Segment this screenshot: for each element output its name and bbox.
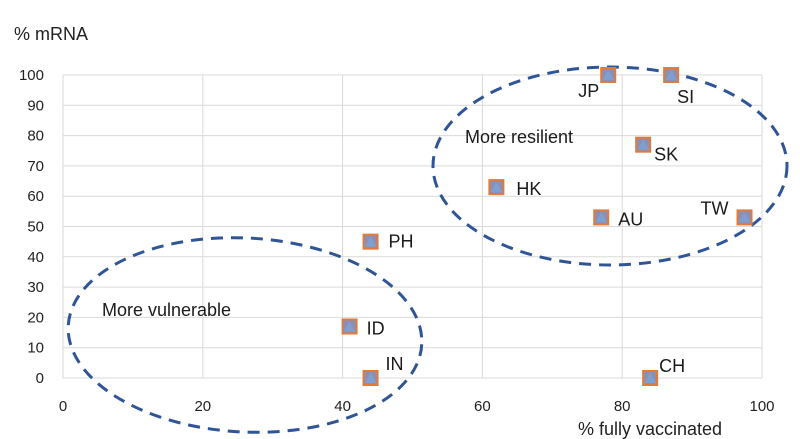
x-tick-0: 0 — [59, 398, 67, 415]
ellipse-vulnerable — [66, 236, 424, 434]
point-label-in: IN — [386, 354, 404, 374]
point-label-sk: SK — [654, 145, 678, 165]
point-triangle-id — [343, 321, 356, 332]
point-triangle-in — [364, 373, 377, 383]
grid-layer — [62, 74, 763, 379]
point-si — [663, 67, 680, 83]
point-label-au: AU — [618, 209, 643, 229]
point-label-id: ID — [367, 318, 385, 338]
point-triangle-hk — [490, 182, 503, 193]
x-tick-100: 100 — [749, 398, 774, 415]
point-au — [593, 209, 610, 226]
y-tick-90: 90 — [27, 97, 44, 114]
point-jp — [600, 67, 617, 83]
point-triangle-ph — [364, 236, 377, 247]
y-tick-40: 40 — [27, 249, 44, 266]
point-triangle-jp — [602, 70, 615, 80]
point-sk — [635, 136, 652, 153]
y-tick-20: 20 — [27, 309, 44, 326]
data-points — [341, 67, 753, 386]
x-tick-80: 80 — [614, 398, 631, 415]
y-tick-labels: 0 10 20 30 40 50 60 70 80 90 100 — [19, 67, 44, 387]
point-label-jp: JP — [578, 81, 599, 101]
x-tick-60: 60 — [474, 398, 491, 415]
y-tick-0: 0 — [36, 370, 44, 387]
point-triangle-si — [665, 70, 678, 80]
x-tick-20: 20 — [194, 398, 211, 415]
y-tick-50: 50 — [27, 219, 44, 236]
point-label-tw: TW — [701, 198, 729, 218]
annotation-resilient: More resilient — [465, 127, 573, 147]
point-label-hk: HK — [516, 179, 541, 199]
annotation-ellipses: More resilient More vulnerable — [66, 65, 789, 434]
y-tick-60: 60 — [27, 188, 44, 205]
x-tick-labels: 0 20 40 60 80 100 — [59, 398, 775, 415]
x-axis-title: % fully vaccinated — [578, 419, 722, 439]
point-label-ph: PH — [389, 232, 414, 252]
point-triangle-au — [595, 212, 608, 223]
point-label-ch: CH — [659, 356, 685, 376]
y-tick-70: 70 — [27, 158, 44, 175]
x-tick-40: 40 — [334, 398, 351, 415]
point-ph — [362, 233, 379, 250]
point-triangle-ch — [644, 373, 657, 383]
point-label-si: SI — [677, 87, 694, 107]
point-tw — [736, 209, 753, 226]
y-axis-title: % mRNA — [14, 24, 88, 44]
y-tick-30: 30 — [27, 279, 44, 296]
point-ch — [642, 370, 659, 386]
y-tick-80: 80 — [27, 128, 44, 145]
point-hk — [488, 179, 505, 196]
y-tick-10: 10 — [27, 340, 44, 357]
annotation-vulnerable: More vulnerable — [102, 300, 231, 320]
point-triangle-tw — [738, 212, 751, 223]
point-id — [341, 318, 358, 335]
point-in — [362, 370, 379, 386]
y-tick-100: 100 — [19, 67, 44, 84]
point-triangle-sk — [637, 139, 650, 150]
